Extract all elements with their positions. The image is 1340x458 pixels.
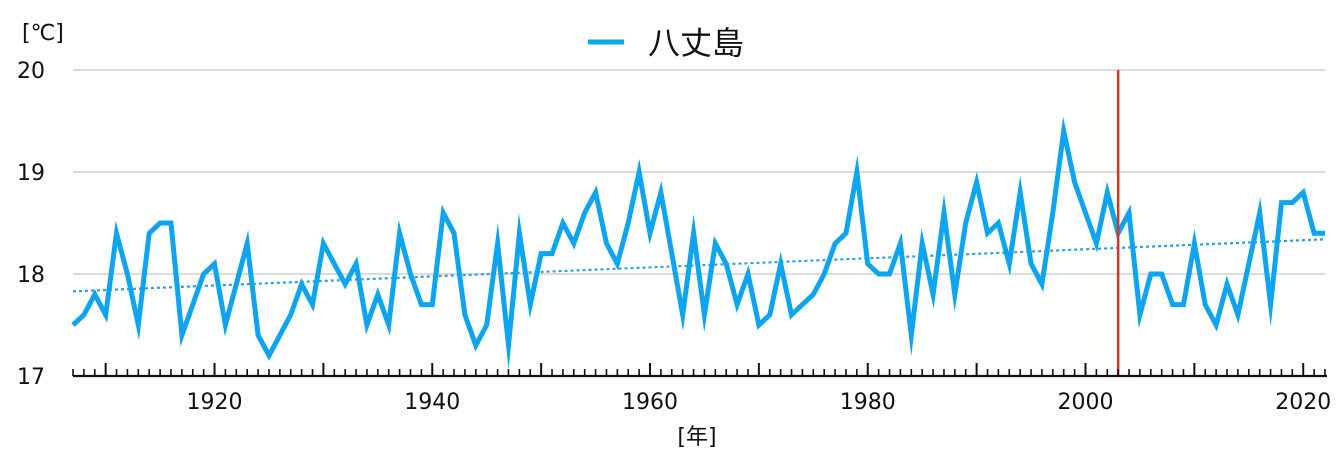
x-tick-label: 2000 [1057, 390, 1113, 415]
y-tick-label: 19 [17, 161, 45, 186]
x-tick-label: 1980 [840, 390, 896, 415]
x-tick-label: 1960 [622, 390, 678, 415]
y-tick-label: 17 [17, 365, 45, 390]
series-line-hachijojima [71, 116, 1325, 371]
label-layer: [℃] [年] [22, 21, 717, 450]
series-layer [71, 116, 1325, 371]
legend-label: 八丈島 [648, 24, 744, 62]
x-tick-label: 1920 [187, 390, 243, 415]
legend: 八丈島 [588, 24, 744, 62]
y-tick-label: 20 [17, 59, 45, 84]
x-tick-label: 1940 [404, 390, 460, 415]
x-axis-unit-label: [年] [677, 425, 716, 450]
y-axis-unit-label: [℃] [22, 21, 64, 46]
y-tick-label: 18 [17, 263, 45, 288]
grid-layer [73, 69, 1325, 275]
x-tick-label: 2020 [1275, 390, 1331, 415]
